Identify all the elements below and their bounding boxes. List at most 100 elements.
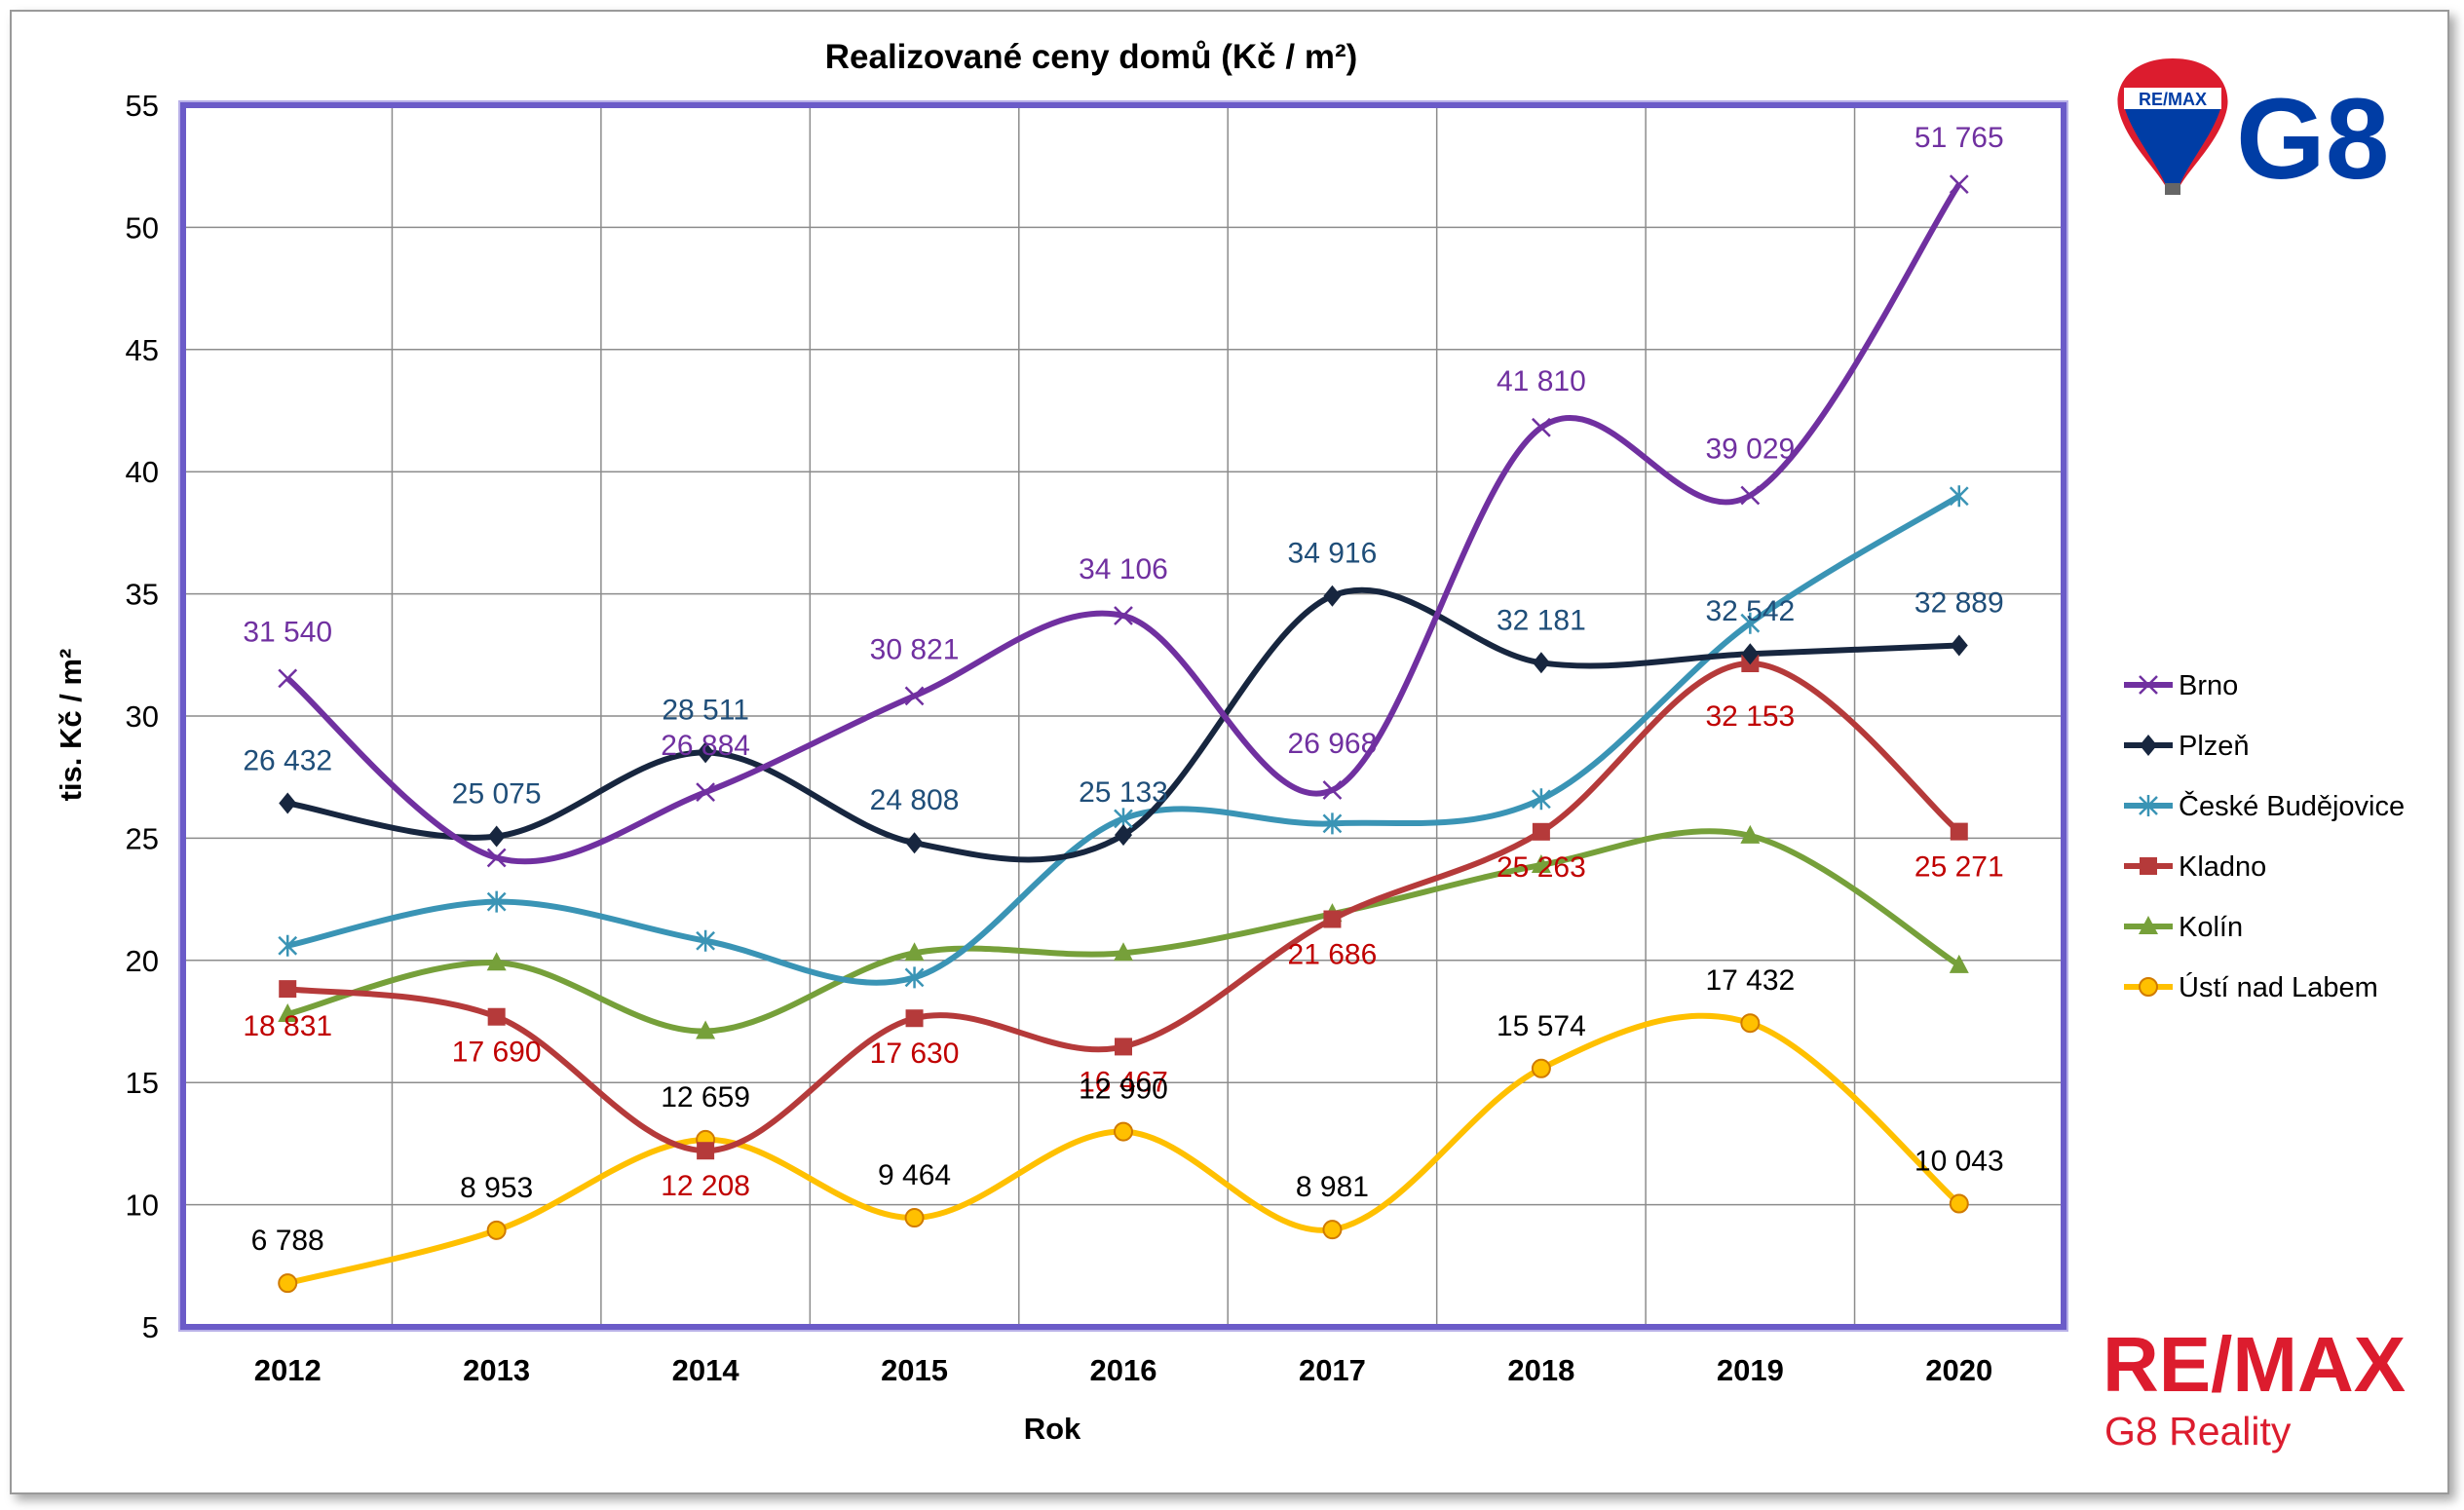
data-point <box>1950 634 1968 657</box>
data-point <box>486 848 507 868</box>
series-line <box>286 1012 1961 1287</box>
data-label: 31 540 <box>243 616 332 648</box>
data-label: 26 968 <box>1288 728 1378 760</box>
legend-label: Ústí nad Labem <box>2179 971 2378 1003</box>
data-point <box>697 1142 715 1160</box>
data-point <box>279 792 297 814</box>
legend-label: Plzeň <box>2179 731 2250 762</box>
data-point <box>904 942 925 962</box>
plot-border-outer <box>178 100 2068 1332</box>
data-point <box>486 952 507 971</box>
y-tick-label: 45 <box>126 333 159 367</box>
legend-label: České Budějovice <box>2179 789 2405 822</box>
data-point <box>278 1273 298 1294</box>
data-point <box>696 929 715 952</box>
data-label: 10 043 <box>1914 1146 2004 1178</box>
data-label: 32 153 <box>1705 700 1795 733</box>
data-label: 32 181 <box>1497 604 1586 636</box>
plot-border <box>180 102 2066 1330</box>
data-label: 25 263 <box>1497 851 1586 884</box>
data-label: 34 106 <box>1079 553 1168 585</box>
data-label: 8 953 <box>460 1172 533 1204</box>
data-point <box>1322 1220 1343 1240</box>
remax-wordmark: RE/MAX <box>2103 1321 2406 1408</box>
data-point <box>1323 585 1342 607</box>
data-point <box>904 1208 925 1228</box>
data-point <box>1323 910 1342 928</box>
legend: Brno Plzeň České Budějovice Kladno Kolín Ústí… <box>2124 670 2405 1003</box>
data-label: 12 208 <box>661 1170 750 1202</box>
x-tick-label: 2015 <box>881 1353 948 1387</box>
x-tick-label: 2014 <box>672 1353 740 1387</box>
legend-label: Brno <box>2179 670 2238 701</box>
data-label: 32 542 <box>1705 595 1795 627</box>
y-tick-label: 25 <box>126 821 159 855</box>
data-point <box>697 741 715 764</box>
data-point <box>1949 485 1969 508</box>
x-tick-label: 2018 <box>1507 1353 1574 1387</box>
data-point <box>1531 853 1551 873</box>
data-point <box>1740 612 1761 634</box>
data-label: 39 029 <box>1705 434 1795 466</box>
data-label: 15 574 <box>1497 1010 1586 1042</box>
series-line <box>286 661 1961 1154</box>
legend-marker <box>2140 735 2157 756</box>
legend-marker <box>2139 916 2158 934</box>
g8-reality-text: G8 Reality <box>2104 1409 2292 1453</box>
data-point <box>1740 824 1761 844</box>
y-tick-label: 35 <box>126 578 159 612</box>
badge-brand: G8 <box>2236 75 2389 204</box>
data-label: 26 884 <box>661 730 750 762</box>
data-label: 25 271 <box>1914 851 2004 884</box>
data-label: 25 133 <box>1079 776 1168 809</box>
x-axis-title: Rok <box>1024 1412 1081 1446</box>
data-label: 8 981 <box>1296 1171 1369 1203</box>
data-point <box>1115 824 1132 847</box>
data-point <box>1949 954 1969 973</box>
data-point <box>1114 942 1133 962</box>
balloon-icon: RE/MAX <box>2101 57 2245 195</box>
data-label: 28 511 <box>662 694 749 726</box>
data-label: 30 821 <box>870 633 960 665</box>
data-label: 16 467 <box>1079 1066 1168 1098</box>
data-label: 41 810 <box>1497 365 1586 397</box>
data-point <box>1740 1013 1761 1034</box>
data-label: 26 432 <box>243 744 332 776</box>
legend-marker <box>2139 795 2158 816</box>
y-tick-label: 50 <box>126 210 159 245</box>
data-point <box>696 782 715 803</box>
data-label: 12 659 <box>661 1081 750 1114</box>
data-point <box>278 668 298 689</box>
legend-marker <box>2140 857 2157 875</box>
y-tick-label: 20 <box>126 944 159 978</box>
chart-title: Realizované ceny domů (Kč / m²) <box>825 38 1358 76</box>
data-point <box>487 1007 506 1026</box>
legend-marker <box>2139 977 2158 997</box>
data-point <box>278 1002 298 1022</box>
x-tick-label: 2013 <box>463 1353 530 1387</box>
x-tick-label: 2016 <box>1090 1353 1157 1387</box>
data-point <box>1740 485 1761 506</box>
data-point <box>1949 1193 1969 1214</box>
y-tick-label: 30 <box>126 699 159 734</box>
data-label: 12 990 <box>1079 1074 1168 1106</box>
data-point <box>279 980 297 999</box>
data-point <box>696 1020 716 1039</box>
data-point <box>905 832 924 854</box>
data-point <box>1532 822 1550 841</box>
data-point <box>1322 780 1343 800</box>
x-tick-label: 2020 <box>1925 1353 1992 1387</box>
data-label: 21 686 <box>1288 939 1378 971</box>
data-point <box>1115 1038 1132 1056</box>
y-tick-label: 55 <box>126 89 159 123</box>
remax-g8-logo: RE/MAX G8 <box>2101 57 2389 204</box>
data-point <box>1532 652 1550 674</box>
data-label: 17 432 <box>1705 964 1795 997</box>
data-label: 34 916 <box>1288 538 1378 570</box>
x-tick-label: 2019 <box>1717 1353 1784 1387</box>
legend-label: Kladno <box>2179 851 2266 883</box>
data-label: 18 831 <box>243 1010 332 1042</box>
data-point <box>1741 643 1760 665</box>
plot-area: 5 10 15 20 25 30 35 40 45 50 55 2012 2013 2014 2015 201… <box>126 89 2068 1387</box>
y-tick-label: 40 <box>126 455 159 489</box>
